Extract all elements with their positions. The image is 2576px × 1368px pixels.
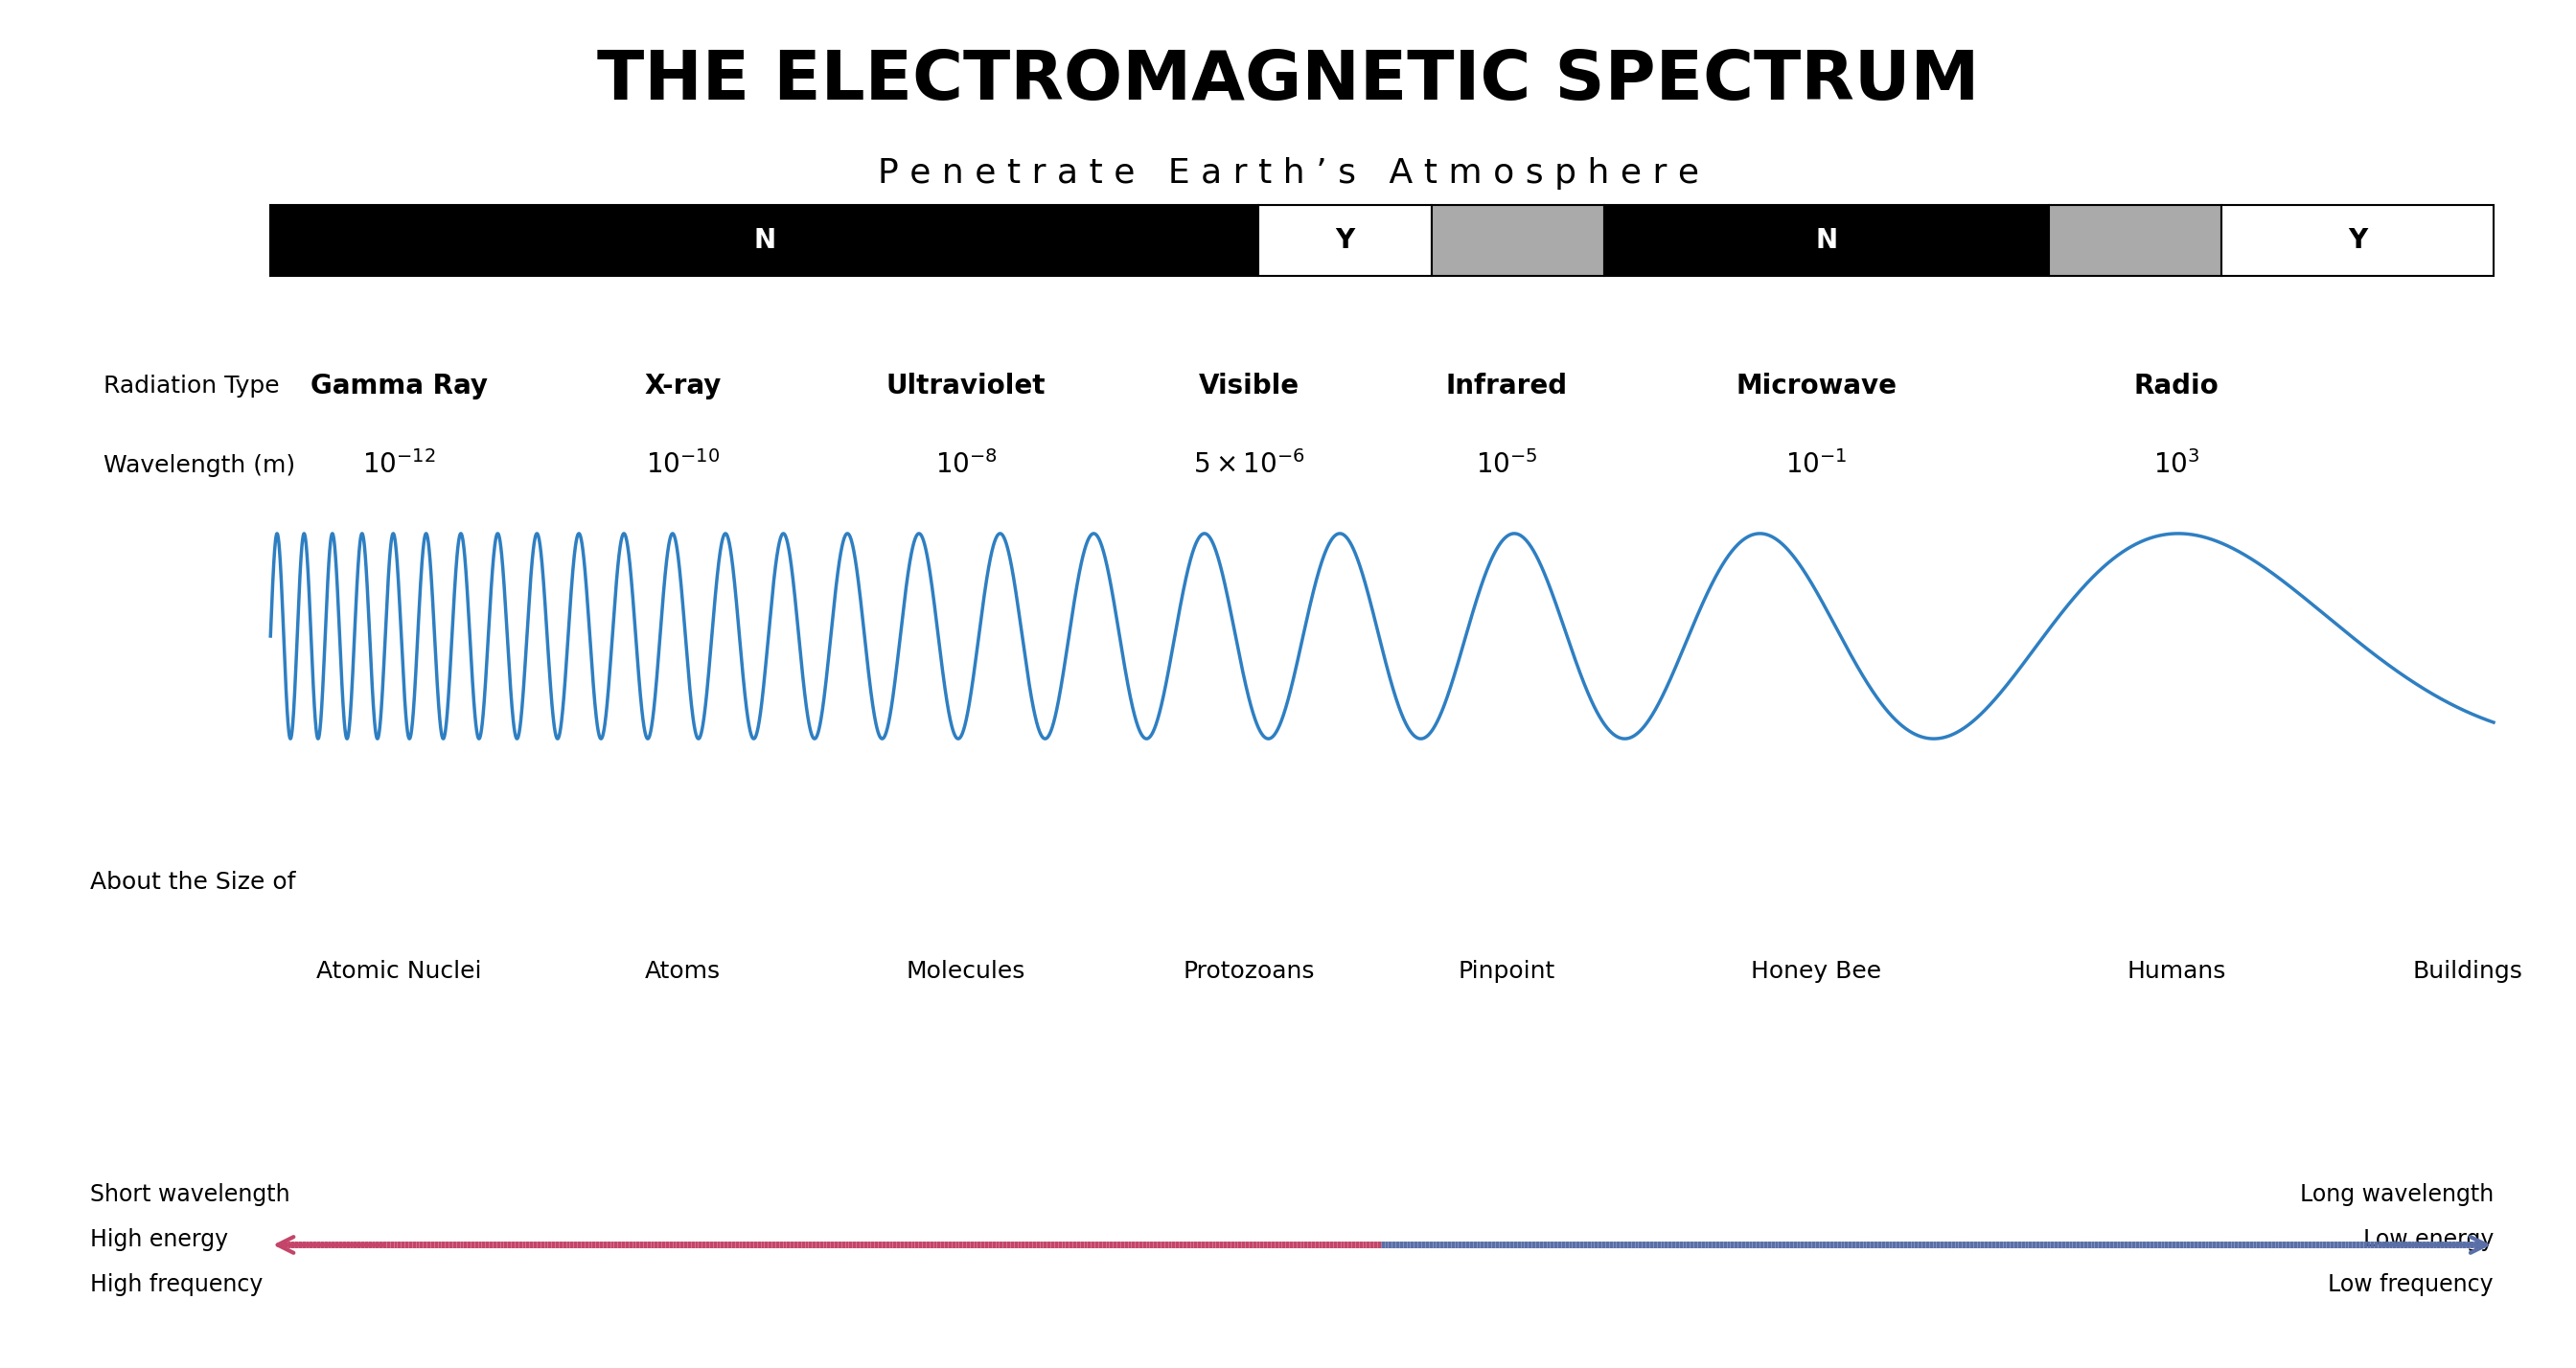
Text: Radiation Type: Radiation Type: [103, 375, 278, 397]
Text: $10^{-10}$: $10^{-10}$: [647, 451, 719, 479]
Text: Infrared: Infrared: [1445, 372, 1569, 399]
Text: High energy: High energy: [90, 1228, 229, 1252]
Text: Atoms: Atoms: [644, 960, 721, 982]
Text: Y: Y: [1334, 227, 1355, 254]
Text: Pinpoint: Pinpoint: [1458, 960, 1556, 982]
Text: Atomic Nuclei: Atomic Nuclei: [317, 960, 482, 982]
Text: THE ELECTROMAGNETIC SPECTRUM: THE ELECTROMAGNETIC SPECTRUM: [598, 48, 1978, 114]
Text: Ultraviolet: Ultraviolet: [886, 372, 1046, 399]
Text: P e n e t r a t e   E a r t h ’ s   A t m o s p h e r e: P e n e t r a t e E a r t h ’ s A t m o …: [878, 157, 1698, 190]
Bar: [2048, 205, 2223, 276]
Text: $5 \times 10^{-6}$: $5 \times 10^{-6}$: [1193, 451, 1306, 479]
Text: Low energy: Low energy: [2362, 1228, 2494, 1252]
Text: Humans: Humans: [2128, 960, 2226, 982]
Text: $10^{-1}$: $10^{-1}$: [1785, 451, 1847, 479]
Bar: [2223, 205, 2494, 276]
Text: Protozoans: Protozoans: [1182, 960, 1316, 982]
Text: Molecules: Molecules: [907, 960, 1025, 982]
Text: Gamma Ray: Gamma Ray: [312, 372, 487, 399]
Text: $10^{-5}$: $10^{-5}$: [1476, 451, 1538, 479]
Bar: [1605, 205, 2048, 276]
Text: Wavelength (m): Wavelength (m): [103, 454, 294, 476]
Text: Short wavelength: Short wavelength: [90, 1183, 291, 1207]
Bar: [1260, 205, 1432, 276]
Text: High frequency: High frequency: [90, 1274, 263, 1297]
Text: X-ray: X-ray: [644, 372, 721, 399]
Text: Y: Y: [2347, 227, 2367, 254]
Text: $10^{3}$: $10^{3}$: [2154, 451, 2200, 479]
Bar: [1432, 205, 1605, 276]
Text: $10^{-12}$: $10^{-12}$: [363, 451, 435, 479]
Text: Buildings: Buildings: [2414, 960, 2522, 982]
Text: $10^{-8}$: $10^{-8}$: [935, 451, 997, 479]
Text: Radio: Radio: [2133, 372, 2221, 399]
Text: Honey Bee: Honey Bee: [1752, 960, 1880, 982]
Text: Long wavelength: Long wavelength: [2300, 1183, 2494, 1207]
Text: Microwave: Microwave: [1736, 372, 1896, 399]
Bar: [270, 205, 1260, 276]
Text: N: N: [1816, 227, 1837, 254]
Text: About the Size of: About the Size of: [90, 871, 296, 893]
Text: Low frequency: Low frequency: [2329, 1274, 2494, 1297]
Text: Visible: Visible: [1198, 372, 1301, 399]
Text: N: N: [752, 227, 775, 254]
